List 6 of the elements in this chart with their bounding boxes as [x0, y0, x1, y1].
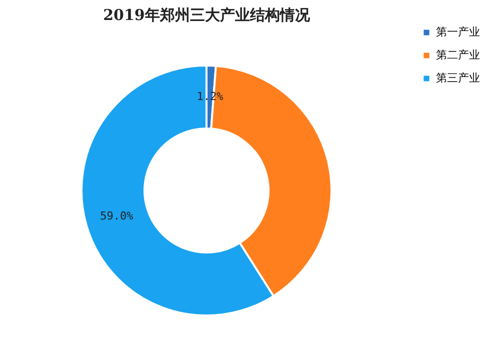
legend-label: 第二产业 — [436, 48, 480, 62]
legend-label: 第三产业 — [436, 72, 480, 84]
chart-title: 2019年郑州三大产业结构情况 — [103, 6, 311, 24]
data-label: 1.2% — [196, 90, 224, 104]
legend-label: 第一产业 — [436, 26, 480, 38]
data-label: 59.0% — [100, 210, 134, 223]
